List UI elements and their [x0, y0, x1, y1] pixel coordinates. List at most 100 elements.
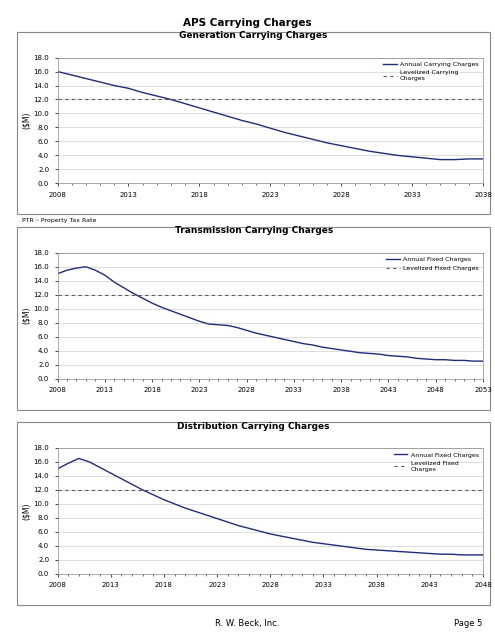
Annual Fixed Charges [395, 353, 401, 360]
Annual Carrying Charges [69, 71, 75, 79]
Annual Fixed Charges [267, 530, 273, 538]
Annual Fixed Charges [376, 350, 382, 358]
Annual Fixed Charges [121, 284, 127, 292]
Annual Fixed Charges [459, 551, 465, 559]
Annual Fixed Charges [83, 263, 89, 271]
Annual Fixed Charges [187, 314, 193, 322]
Annual Fixed Charges [54, 270, 60, 278]
Annual Fixed Charges [234, 324, 240, 332]
Annual Carrying Charges [395, 152, 401, 159]
Annual Fixed Charges [374, 546, 380, 554]
Annual Fixed Charges [416, 549, 422, 557]
Annual Fixed Charges [282, 335, 288, 343]
Annual Fixed Charges [246, 525, 252, 532]
Annual Carrying Charges [83, 75, 89, 83]
Annual Fixed Charges [140, 294, 146, 302]
Annual Fixed Charges [97, 463, 103, 471]
Annual Fixed Charges [215, 321, 221, 328]
Annual Fixed Charges [150, 491, 156, 499]
Annual Fixed Charges [414, 355, 420, 362]
Line: Annual Fixed Charges: Annual Fixed Charges [57, 267, 483, 361]
Line: Annual Fixed Charges: Annual Fixed Charges [57, 458, 483, 555]
Annual Fixed Charges [129, 481, 135, 488]
Line: Annual Carrying Charges: Annual Carrying Charges [57, 72, 483, 159]
Annual Fixed Charges [461, 356, 467, 364]
Annual Fixed Charges [140, 486, 146, 493]
Annual Fixed Charges [111, 278, 117, 286]
Annual Fixed Charges [244, 326, 249, 334]
Annual Fixed Charges [172, 500, 178, 508]
Annual Fixed Charges [225, 322, 231, 330]
Annual Carrying Charges [381, 150, 387, 157]
Annual Fixed Charges [76, 454, 82, 462]
Text: PTR – Property Tax Rate: PTR – Property Tax Rate [22, 218, 97, 223]
Annual Fixed Charges [93, 266, 99, 274]
Annual Carrying Charges [182, 100, 188, 108]
Annual Fixed Charges [300, 340, 306, 348]
Annual Fixed Charges [64, 266, 70, 274]
Annual Fixed Charges [197, 317, 202, 325]
Annual Carrying Charges [310, 136, 316, 143]
Annual Fixed Charges [108, 469, 114, 477]
Annual Fixed Charges [338, 346, 344, 354]
Annual Fixed Charges [357, 349, 363, 356]
Annual Carrying Charges [154, 92, 160, 100]
Annual Carrying Charges [282, 129, 288, 136]
Annual Carrying Charges [267, 124, 273, 132]
Annual Carrying Charges [97, 78, 103, 86]
Annual Carrying Charges [352, 145, 358, 152]
Annual Fixed Charges [203, 511, 209, 519]
Annual Fixed Charges [299, 536, 305, 544]
Annual Carrying Charges [324, 139, 330, 147]
Annual Carrying Charges [480, 155, 486, 163]
Annual Fixed Charges [448, 550, 454, 558]
Annual Fixed Charges [469, 551, 475, 559]
Text: Page 5: Page 5 [454, 620, 483, 628]
Annual Fixed Charges [158, 303, 164, 311]
Annual Fixed Charges [320, 540, 326, 548]
Annual Fixed Charges [423, 355, 429, 363]
Annual Carrying Charges [197, 104, 202, 112]
Annual Fixed Charges [395, 548, 401, 556]
Annual Carrying Charges [111, 82, 117, 90]
Annual Fixed Charges [102, 271, 108, 279]
Annual Fixed Charges [352, 544, 358, 552]
Legend: Annual Fixed Charges, Levelized Fixed
Charges: Annual Fixed Charges, Levelized Fixed Ch… [393, 451, 480, 473]
Annual Fixed Charges [65, 460, 71, 467]
Y-axis label: ($M): ($M) [22, 502, 31, 520]
Annual Fixed Charges [253, 330, 259, 337]
Annual Carrying Charges [366, 147, 372, 155]
Annual Carrying Charges [338, 142, 344, 150]
Annual Carrying Charges [125, 84, 131, 92]
Text: APS Carrying Charges: APS Carrying Charges [183, 18, 312, 28]
Annual Fixed Charges [168, 307, 174, 315]
Annual Fixed Charges [262, 332, 268, 339]
Legend: Annual Fixed Charges, Levelized Fixed Charges: Annual Fixed Charges, Levelized Fixed Ch… [385, 256, 480, 272]
Annual Fixed Charges [161, 496, 167, 504]
Y-axis label: ($M): ($M) [22, 112, 31, 129]
Annual Fixed Charges [438, 550, 444, 558]
Text: R. W. Beck, Inc.: R. W. Beck, Inc. [215, 620, 280, 628]
Annual Fixed Charges [427, 550, 433, 557]
Annual Fixed Charges [384, 547, 390, 554]
Annual Fixed Charges [319, 343, 325, 351]
Annual Fixed Charges [225, 518, 231, 526]
Y-axis label: ($M): ($M) [22, 307, 31, 324]
Annual Fixed Charges [130, 289, 136, 297]
Annual Carrying Charges [423, 154, 429, 162]
Annual Fixed Charges [256, 527, 262, 535]
Annual Fixed Charges [331, 541, 337, 549]
Annual Fixed Charges [347, 348, 353, 355]
Annual Fixed Charges [278, 532, 284, 540]
Annual Carrying Charges [140, 89, 146, 97]
Annual Fixed Charges [214, 515, 220, 522]
Annual Carrying Charges [239, 116, 245, 124]
Text: Generation Carrying Charges: Generation Carrying Charges [180, 31, 328, 40]
Annual Fixed Charges [235, 522, 241, 529]
Annual Fixed Charges [206, 320, 212, 328]
Annual Fixed Charges [329, 345, 335, 353]
Annual Fixed Charges [193, 508, 199, 515]
Annual Carrying Charges [225, 113, 231, 120]
Annual Fixed Charges [480, 357, 486, 365]
Annual Fixed Charges [182, 504, 188, 512]
